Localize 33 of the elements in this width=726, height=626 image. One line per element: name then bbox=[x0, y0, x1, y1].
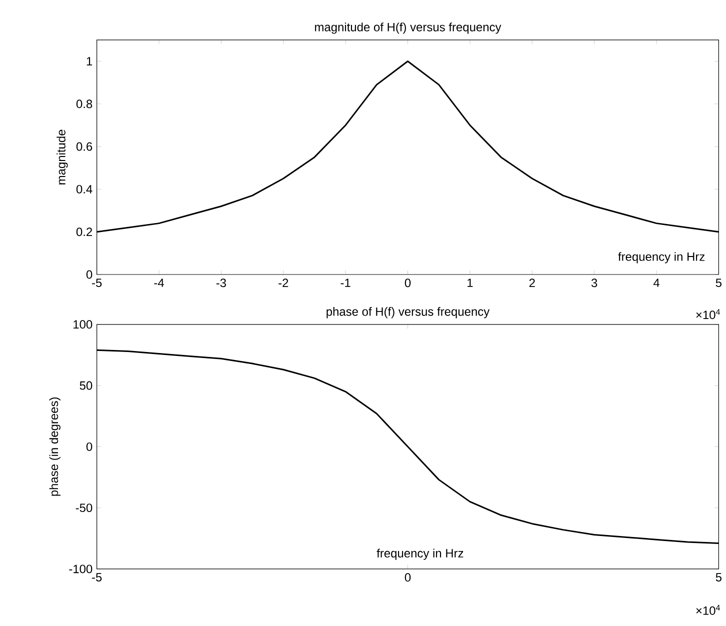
x-tick-label: -3 bbox=[216, 278, 226, 288]
chart-title: phase of H(f) versus frequency bbox=[326, 307, 490, 318]
y-axis-title: phase (in degrees) bbox=[49, 398, 60, 496]
x-tick-label: -2 bbox=[278, 278, 288, 288]
y-tick-label: 0.4 bbox=[76, 185, 92, 194]
x-tick-label: 0 bbox=[404, 278, 411, 288]
y-tick-label: 0.2 bbox=[76, 228, 92, 236]
text: ×10$^{4}$ bbox=[696, 309, 720, 320]
x-axis-title: frequency in Hrz bbox=[376, 548, 464, 560]
x-tick-label: 3 bbox=[591, 278, 598, 288]
text: ×10$^{4}$ bbox=[696, 605, 720, 615]
x-tick-label: -5 bbox=[92, 573, 102, 582]
y-tick-label: 0.6 bbox=[76, 142, 92, 151]
y-tick-label: 1 bbox=[86, 57, 92, 66]
x-tick-label: 5 bbox=[716, 573, 722, 582]
y-tick-label: -50 bbox=[76, 504, 92, 512]
x-tick-label: 1 bbox=[468, 278, 473, 287]
y-tick-label: 0 bbox=[86, 270, 92, 279]
x-tick-label: 0 bbox=[404, 573, 411, 582]
y-tick-label: 0.8 bbox=[76, 100, 92, 108]
x-axis-title: frequency in Hrz bbox=[618, 252, 705, 264]
x-tick-label: 5 bbox=[716, 278, 722, 288]
x-tick-label: -1 bbox=[340, 278, 350, 287]
x-tick-label: 2 bbox=[529, 278, 535, 288]
y-tick-label: 50 bbox=[80, 381, 92, 390]
x-tick-label: 4 bbox=[653, 278, 660, 287]
x-tick-label: -4 bbox=[154, 278, 164, 287]
y-tick-label: 100 bbox=[74, 320, 92, 329]
y-tick-label: 0 bbox=[86, 442, 92, 451]
chart-title: magnitude of H(f) versus frequency bbox=[315, 22, 502, 34]
y-axis-title: magnitude bbox=[56, 130, 68, 184]
x-tick-label: -5 bbox=[92, 278, 102, 288]
y-tick-label: -100 bbox=[69, 564, 92, 574]
